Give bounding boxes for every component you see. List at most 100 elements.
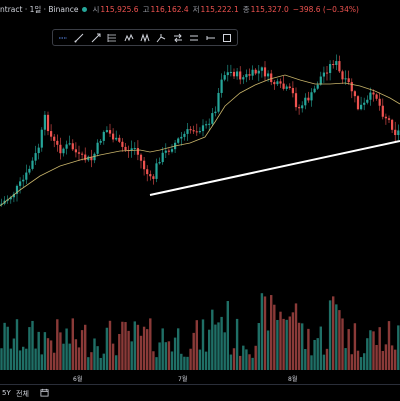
volume-bar [28,327,31,370]
candle-body [37,147,40,154]
volume-bar [102,353,105,370]
volume-bar [124,322,127,370]
candle-body [316,84,319,89]
candle-body [15,185,19,194]
candle-body [186,129,189,134]
volume-bar [276,319,279,370]
candle-body [208,123,211,125]
candle-body [177,138,180,143]
volume-bar [257,323,260,370]
arrows-icon[interactable] [172,32,184,44]
candle-body [87,156,90,161]
volume-bar [31,320,34,370]
range-icon[interactable] [205,32,217,44]
candle-body [375,94,378,99]
volume-bar [108,320,112,370]
candle-body [397,130,400,136]
candle-body [335,61,338,65]
volume-bar [149,318,152,370]
candle-body [211,113,214,124]
volume-bar [105,327,109,370]
ray-icon[interactable] [90,32,102,44]
volume-bar [254,345,257,370]
candle-body [257,70,260,74]
candle-body [161,152,164,163]
volume-bar [139,335,143,370]
volume-bar [158,342,161,370]
volume-bar [43,332,47,370]
candle-body [108,130,112,134]
volume-bar [99,357,102,370]
measure-icon[interactable] [188,32,200,44]
candle-body [217,92,220,112]
candle-body [360,104,363,110]
candle-body [53,136,56,141]
candle-body [381,105,384,117]
candle-body [220,79,223,93]
candle-body [260,67,263,71]
trendline-icon[interactable] [73,32,85,44]
volume-bar [192,332,195,370]
candle-body [12,193,15,198]
fib-icon[interactable] [106,32,118,44]
candle-body [248,74,251,76]
candle-body [93,153,96,161]
volume-bar [347,329,350,370]
drawing-toolbar [52,29,238,46]
candle-body [115,137,118,140]
candle-body [251,69,254,76]
range-5y-button[interactable]: 5Y [2,389,11,397]
volume-bar [90,352,93,370]
low-label: 저 [192,4,200,14]
high-label: 고 [142,4,150,14]
candle-body [378,98,381,106]
symbol-title[interactable]: ntract · 1일 · Binance [0,4,79,14]
volume-bar [118,333,121,370]
volume-bar [294,303,298,370]
volume-bar [378,327,381,370]
candle-body [121,141,124,147]
volume-bar [22,346,25,370]
candle-body [65,144,68,149]
volume-bar [319,326,322,370]
candle-body [90,156,93,161]
projection-icon[interactable] [155,32,167,44]
volume-bar [9,348,12,370]
volume-bar [155,357,158,370]
volume-bar [186,356,189,370]
volume-bar [183,356,186,370]
time-label-august: 8월 [288,376,298,383]
candle-body [350,82,353,92]
volume-bar [381,350,384,370]
candle-body [28,168,31,173]
volume-bar [96,346,99,370]
candle-body [366,99,369,103]
candle-body [68,143,71,145]
volume-bar [245,349,248,370]
volume-bar [177,328,180,370]
candle-body [242,77,245,80]
square-icon[interactable] [221,32,233,44]
candle-body [294,93,298,108]
candle-body [34,153,37,161]
range-all-button[interactable]: 전체 [16,390,29,398]
pattern-icon[interactable] [123,32,135,44]
candle-body [146,169,149,175]
calendar-icon[interactable] [40,388,49,397]
candle-body [214,111,217,114]
volume-bar [332,296,335,370]
candle-body [313,88,316,93]
pitchfork-icon[interactable] [139,32,151,44]
candle-body [124,146,127,151]
volume-bar [204,351,208,370]
trendline[interactable] [149,140,400,196]
high-value: 116,162.4 [150,4,189,14]
volume-bar [198,349,202,370]
volume-bar [211,309,214,370]
select-icon[interactable] [57,32,69,44]
volume-bar [80,330,84,370]
candle-body [301,105,304,109]
candle-body [298,107,301,109]
